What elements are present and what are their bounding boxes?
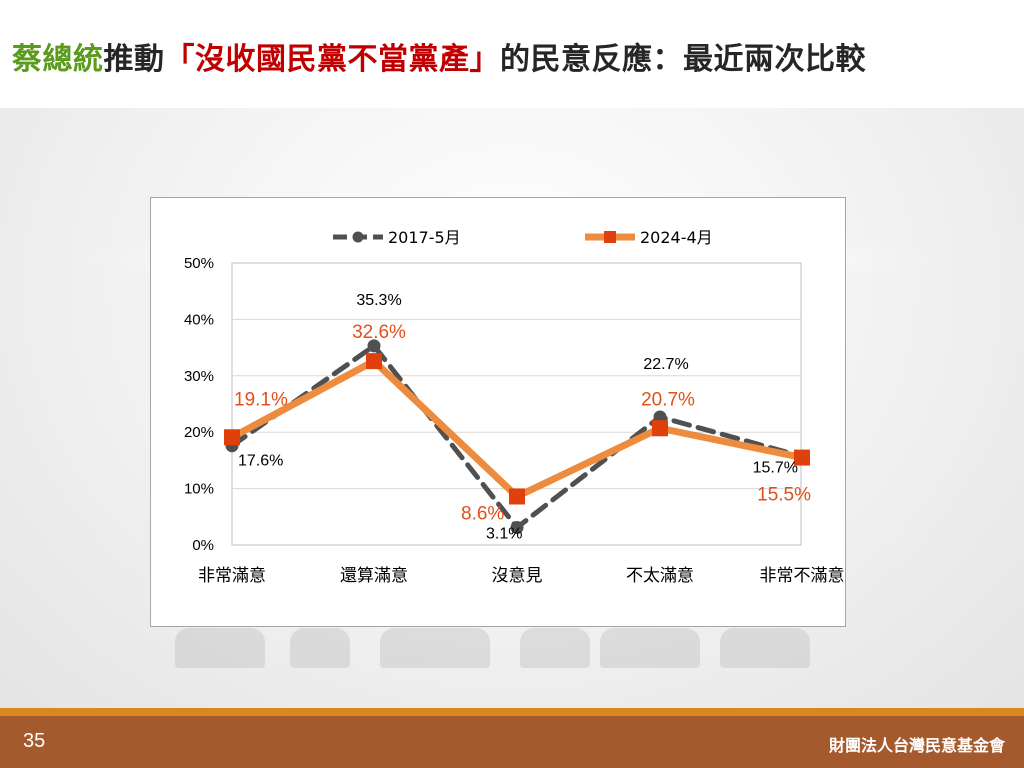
line-chart: 0% 10% 20% 30% 40% 50% 非常滿意 還算滿意 沒意見 不太滿意 非常不滿意 17.… — [184, 228, 845, 586]
data-point-2017 — [653, 410, 667, 424]
x-tick-label: 非常滿意 — [198, 566, 266, 586]
series-line-2024 — [228, 357, 806, 500]
data-label-2017: 15.7% — [753, 459, 798, 476]
background-figure — [290, 628, 350, 668]
x-tick-label: 非常不滿意 — [760, 566, 845, 586]
data-point-2017 — [367, 339, 381, 353]
page-number: 35 — [23, 730, 46, 752]
title-action: 推動 — [103, 42, 165, 77]
data-label-2024: 8.6% — [461, 503, 504, 524]
y-tick-label: 20% — [184, 424, 214, 441]
data-point-2024 — [366, 353, 382, 370]
x-tick-label: 不太滿意 — [626, 566, 694, 586]
background-figure — [720, 628, 810, 668]
data-label-2017: 17.6% — [238, 453, 283, 470]
footer-bar: 35 財團法人台灣民意基金會 — [0, 716, 1024, 768]
y-tick-label: 30% — [184, 368, 214, 385]
background-figure — [380, 628, 490, 668]
title-policy: 「沒收國民黨不當黨產」 — [164, 42, 500, 77]
slide-title: 蔡總統推動「沒收國民黨不當黨產」的民意反應：最近兩次比較 — [12, 34, 866, 78]
title-president: 蔡總統 — [12, 42, 104, 77]
data-point-2024 — [652, 420, 668, 437]
data-point-2024 — [224, 429, 240, 446]
legend-marker-2017 — [352, 231, 364, 243]
data-point-2024 — [509, 488, 525, 505]
legend-marker-2024 — [604, 231, 616, 243]
chart-container: 0% 10% 20% 30% 40% 50% 非常滿意 還算滿意 沒意見 不太滿意 非常不滿意 17.… — [150, 197, 846, 627]
data-label-2024: 19.1% — [234, 389, 288, 410]
x-tick-label: 沒意見 — [492, 566, 543, 586]
y-tick-label: 0% — [192, 537, 214, 554]
data-label-2024: 15.5% — [757, 485, 811, 506]
data-label-2024: 20.7% — [641, 389, 695, 410]
background-figure — [175, 628, 265, 668]
data-point-2024 — [794, 449, 810, 466]
organization-name: 財團法人台灣民意基金會 — [828, 736, 1005, 755]
data-label-2017: 22.7% — [643, 356, 688, 373]
legend-label-2024: 2024-4月 — [640, 228, 713, 247]
title-bar: 蔡總統推動「沒收國民黨不當黨產」的民意反應：最近兩次比較 — [0, 0, 1024, 108]
data-label-2017: 35.3% — [356, 292, 401, 309]
data-point-2017 — [510, 521, 524, 535]
legend-label-2017: 2017-5月 — [388, 228, 461, 247]
data-label-2017: 3.1% — [486, 526, 522, 543]
data-label-2024: 32.6% — [352, 322, 406, 343]
y-tick-label: 50% — [184, 255, 214, 272]
y-tick-label: 10% — [184, 481, 214, 498]
x-tick-label: 還算滿意 — [340, 566, 408, 586]
title-suffix: 的民意反應：最近兩次比較 — [500, 42, 866, 77]
plot-area — [231, 262, 802, 546]
background-figure — [600, 628, 700, 668]
footer-accent-strip — [0, 708, 1024, 716]
background-figure — [520, 628, 590, 668]
y-tick-label: 40% — [184, 311, 214, 328]
